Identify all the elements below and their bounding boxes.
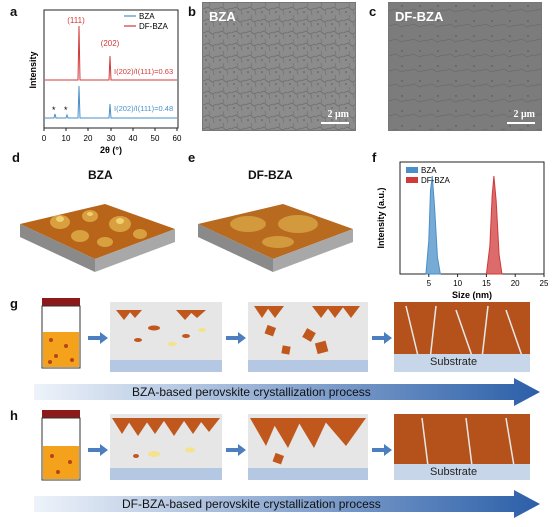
panel-e-letter: e — [188, 150, 196, 165]
xrd-chart: 0 10 20 30 40 50 60 2θ (°) Intensity BZA… — [28, 9, 182, 155]
sem-bza-label: BZA — [209, 9, 236, 24]
dfbza-process-caption: DF-BZA-based perovskite crystallization … — [122, 497, 381, 511]
panel-b-letter: b — [188, 4, 196, 19]
sem-dfbza-scale-text: 2 μm — [513, 109, 536, 120]
dls-tick-label: 10 — [453, 279, 462, 288]
xrd-legend-dfbza: DF-BZA — [139, 22, 169, 31]
panel-d-letter: d — [12, 150, 20, 165]
xrd-star-2: * — [64, 105, 68, 115]
sem-bza-scale-bar — [321, 122, 349, 124]
xrd-tick-50: 50 — [151, 134, 160, 143]
xrd-tick-60: 60 — [173, 134, 182, 143]
xrd-dfbza-trace — [45, 25, 177, 81]
panel-c-letter: c — [369, 4, 377, 19]
xrd-peak-111: (111) — [67, 16, 85, 25]
dls-series-1 — [485, 175, 503, 275]
dfbza-substrate-label: Substrate — [430, 466, 478, 478]
sem-image-bza: BZA 2 μm — [202, 2, 356, 131]
panel-h-letter: h — [10, 408, 18, 423]
dls-legend-dfbza: DF-BZA — [421, 176, 451, 185]
dls-ylabel: Intensity (a.u.) — [376, 187, 386, 248]
dls-tick-label: 5 — [427, 279, 432, 288]
bza-process-caption: BZA-based perovskite crystallization pro… — [132, 385, 371, 399]
dls-legend-bza: BZA — [421, 166, 437, 175]
sem-bza-scale-text: 2 μm — [327, 109, 350, 120]
panel-a-letter: a — [10, 4, 18, 19]
bza-substrate-label: Substrate — [430, 356, 478, 368]
xrd-legend-bza: BZA — [139, 12, 155, 21]
xrd-bza-trace — [45, 85, 177, 119]
sem-dfbza-label: DF-BZA — [395, 9, 444, 24]
dls-tick-label: 15 — [482, 279, 491, 288]
xrd-xlabel: 2θ (°) — [100, 145, 122, 155]
xrd-ratio-dfbza: I(202)/I(111)=0.63 — [114, 67, 173, 76]
panel-g-letter: g — [10, 296, 18, 311]
xrd-ylabel: Intensity — [28, 51, 38, 88]
xrd-ratio-bza: I(202)/I(111)=0.48 — [114, 104, 173, 113]
xrd-star-1: * — [52, 105, 56, 115]
bza-process-arrow — [34, 378, 540, 406]
panel-f-letter: f — [372, 150, 377, 165]
xrd-tick-10: 10 — [62, 134, 71, 143]
afm-dfbza-title: DF-BZA — [248, 168, 293, 182]
afm-bza-surface — [20, 204, 175, 272]
sem-dfbza-scale-bar — [507, 122, 535, 124]
dls-chart: Intensity (a.u.) Size (nm) 5 10 15 20 25 BZA… — [376, 161, 548, 300]
dls-tick-label: 25 — [540, 279, 548, 288]
afm-bza-title: BZA — [88, 168, 113, 182]
sem-image-dfbza: DF-BZA 2 μm — [388, 2, 542, 131]
xrd-tick-20: 20 — [84, 134, 93, 143]
xrd-tick-40: 40 — [129, 134, 138, 143]
dls-tick-label: 20 — [511, 279, 520, 288]
xrd-tick-30: 30 — [107, 134, 116, 143]
dls-series-0 — [425, 175, 441, 275]
dfbza-process-diagram — [41, 410, 530, 481]
dfbza-process-arrow — [34, 490, 540, 518]
dls-xlabel: Size (nm) — [452, 290, 492, 300]
afm-dfbza-surface — [198, 204, 353, 272]
xrd-tick-0: 0 — [42, 134, 47, 143]
xrd-peak-202: (202) — [101, 39, 120, 48]
bza-process-diagram — [41, 298, 530, 372]
